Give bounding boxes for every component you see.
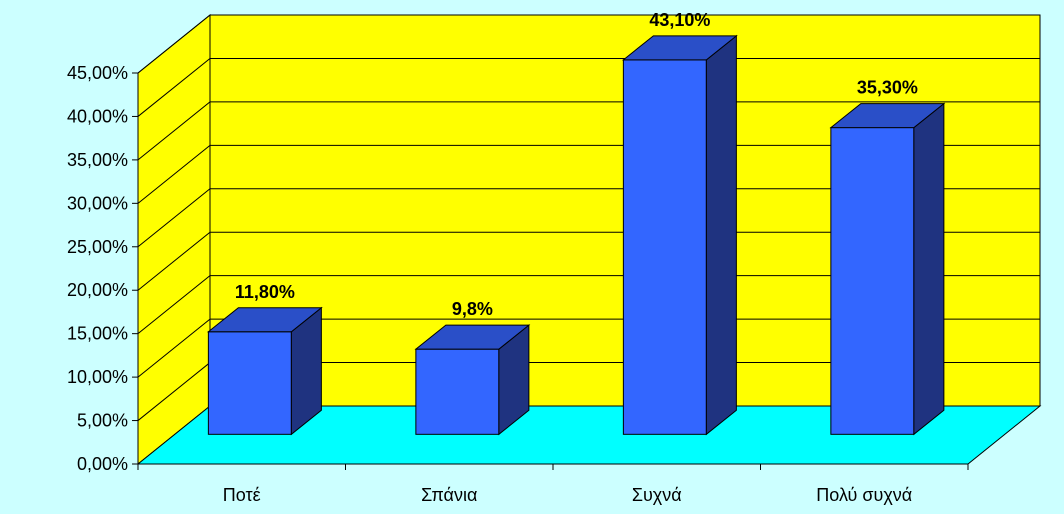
bar-front [830,127,915,435]
y-tick-label: 5,00% [77,411,128,431]
bar [414,324,531,436]
chart-labels: 11,80% Ποτέ 9,8% Σπάνια 43,10% Συχνά 35,30% Πολ… [223,10,918,505]
y-tick-label: 30,00% [67,193,128,213]
data-label: 9,8% [452,299,493,319]
bar-front [207,331,292,435]
gridline [137,57,1040,117]
y-tick-label: 45,00% [67,63,128,83]
bar [829,102,946,436]
chart-axes: 0,00% 5,00% 10,00% 15,00% 20,00% 25,00% 30,00%… [67,63,969,474]
y-tick-label: 0,00% [77,454,128,474]
bar [621,34,738,436]
category-label: Πολύ συχνά [816,485,912,505]
bar-front [415,348,500,435]
chart-bars [206,34,946,436]
gridline [137,144,1040,204]
y-tick-label: 10,00% [67,367,128,387]
bar-top [414,324,531,350]
gridline [137,101,1040,161]
bar-front [622,59,707,435]
y-tick-label: 25,00% [67,237,128,257]
bar-top [206,307,323,333]
bar-side [705,34,737,436]
side-wall [137,13,211,466]
category-label: Συχνά [632,485,682,505]
category-label: Σπάνια [421,485,477,505]
data-label: 35,30% [857,78,918,98]
y-tick-label: 20,00% [67,280,128,300]
bar-side [913,102,945,436]
data-label: 43,10% [649,10,710,30]
gridline [137,318,1040,378]
gridline [137,275,1040,335]
bar-top [621,35,738,61]
gridline [137,14,1040,74]
gridline [137,188,1040,248]
bar [206,306,323,436]
y-tick-label: 40,00% [67,106,128,126]
bar-top [829,103,946,129]
data-label: 11,80% [235,282,295,302]
y-tick-label: 35,00% [67,150,128,170]
y-tick-label: 15,00% [67,324,128,344]
gridline [137,231,1040,291]
category-label: Ποτέ [223,485,261,505]
